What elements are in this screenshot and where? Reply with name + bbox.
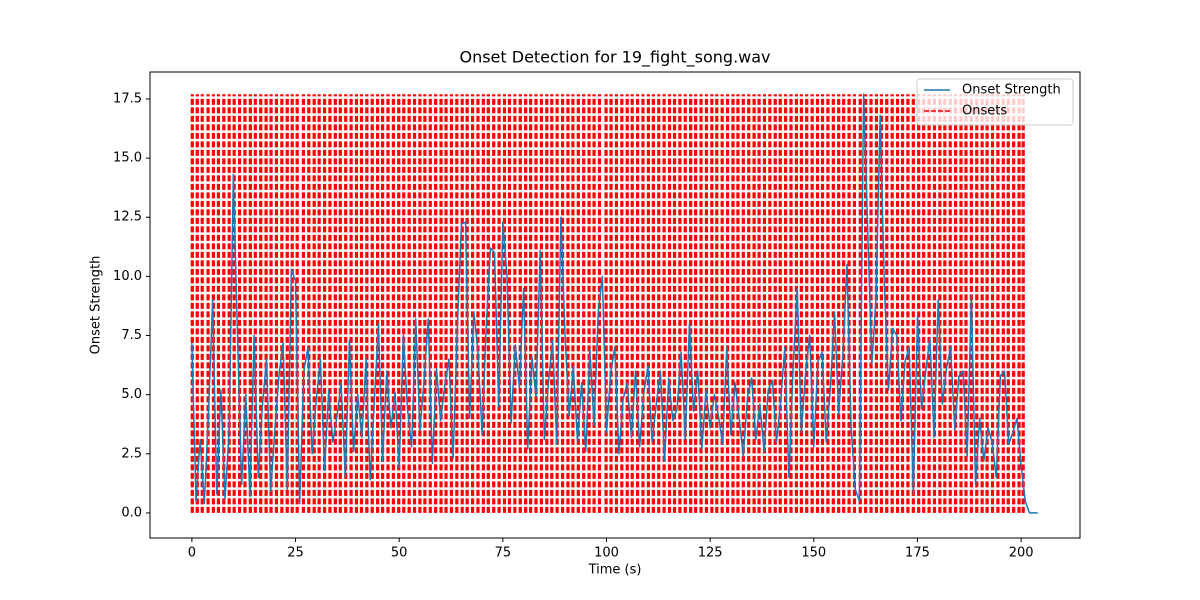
y-tick-label: 5.0 xyxy=(121,387,142,402)
legend-label: Onset Strength xyxy=(962,83,1061,98)
axes-frame xyxy=(149,71,1081,539)
legend-label: Onsets xyxy=(962,104,1007,119)
y-tick-label: 7.5 xyxy=(121,328,142,343)
x-tick-label: 200 xyxy=(1009,546,1034,561)
x-tick-label: 25 xyxy=(287,546,304,561)
chart-title: Onset Detection for 19_fight_song.wav xyxy=(459,48,770,68)
legend: Onset Strength Onsets xyxy=(916,78,1074,126)
y-tick-label: 12.5 xyxy=(113,210,142,225)
legend-box xyxy=(916,78,1074,126)
y-tick-label: 2.5 xyxy=(121,446,142,461)
x-tick-label: 150 xyxy=(801,546,826,561)
x-tick-label: 50 xyxy=(391,546,408,561)
y-tick-label: 15.0 xyxy=(113,151,142,166)
x-tick-label: 125 xyxy=(698,546,723,561)
plot-area xyxy=(190,93,1038,514)
x-tick-label: 75 xyxy=(495,546,512,561)
y-axis-label: Onset Strength xyxy=(89,256,104,355)
y-tick-label: 10.0 xyxy=(113,269,142,284)
x-tick-label: 0 xyxy=(188,546,196,561)
x-tick-label: 100 xyxy=(594,546,619,561)
x-axis-label: Time (s) xyxy=(588,563,642,578)
strength-line xyxy=(191,93,1038,514)
x-tick-label: 175 xyxy=(905,546,930,561)
y-tick-label: 17.5 xyxy=(113,91,142,106)
y-tick-label: 0.0 xyxy=(121,505,142,520)
